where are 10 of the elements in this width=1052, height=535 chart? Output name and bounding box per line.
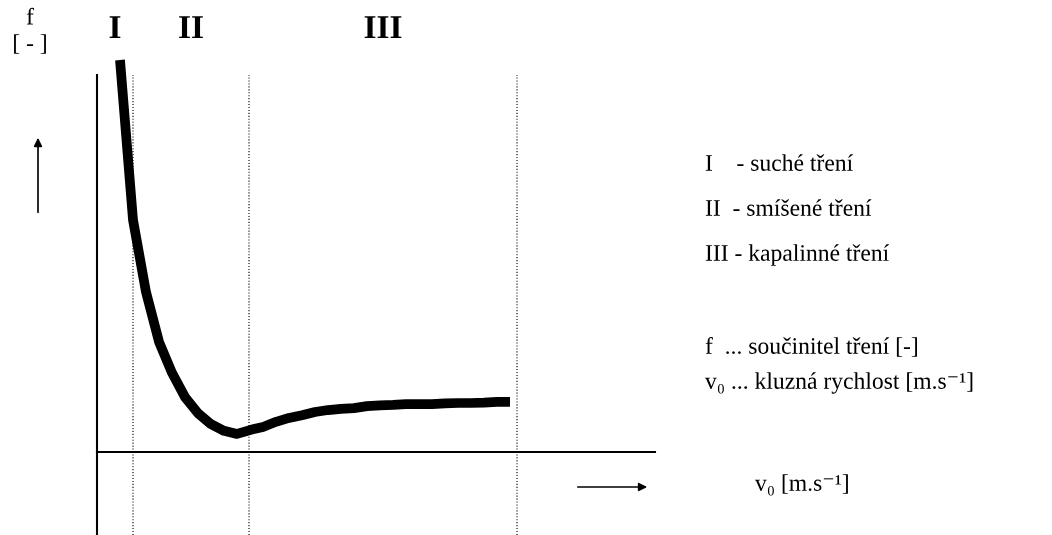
text: II - smíšené tření — [705, 199, 872, 216]
y-axis-title: f [ - ] — [14, 7, 46, 54]
text: III - kapalinné tření — [705, 244, 889, 266]
text: f ... součinitel tření [-] — [705, 337, 917, 357]
text: III — [364, 16, 402, 39]
text: I - suché tření — [705, 154, 853, 171]
text: v₀ [m.s⁻¹] — [755, 474, 848, 496]
text: I — [109, 16, 121, 39]
text: II — [179, 16, 203, 39]
text: v₀ ... kluzná rychlost [m.s⁻¹] — [705, 372, 973, 394]
